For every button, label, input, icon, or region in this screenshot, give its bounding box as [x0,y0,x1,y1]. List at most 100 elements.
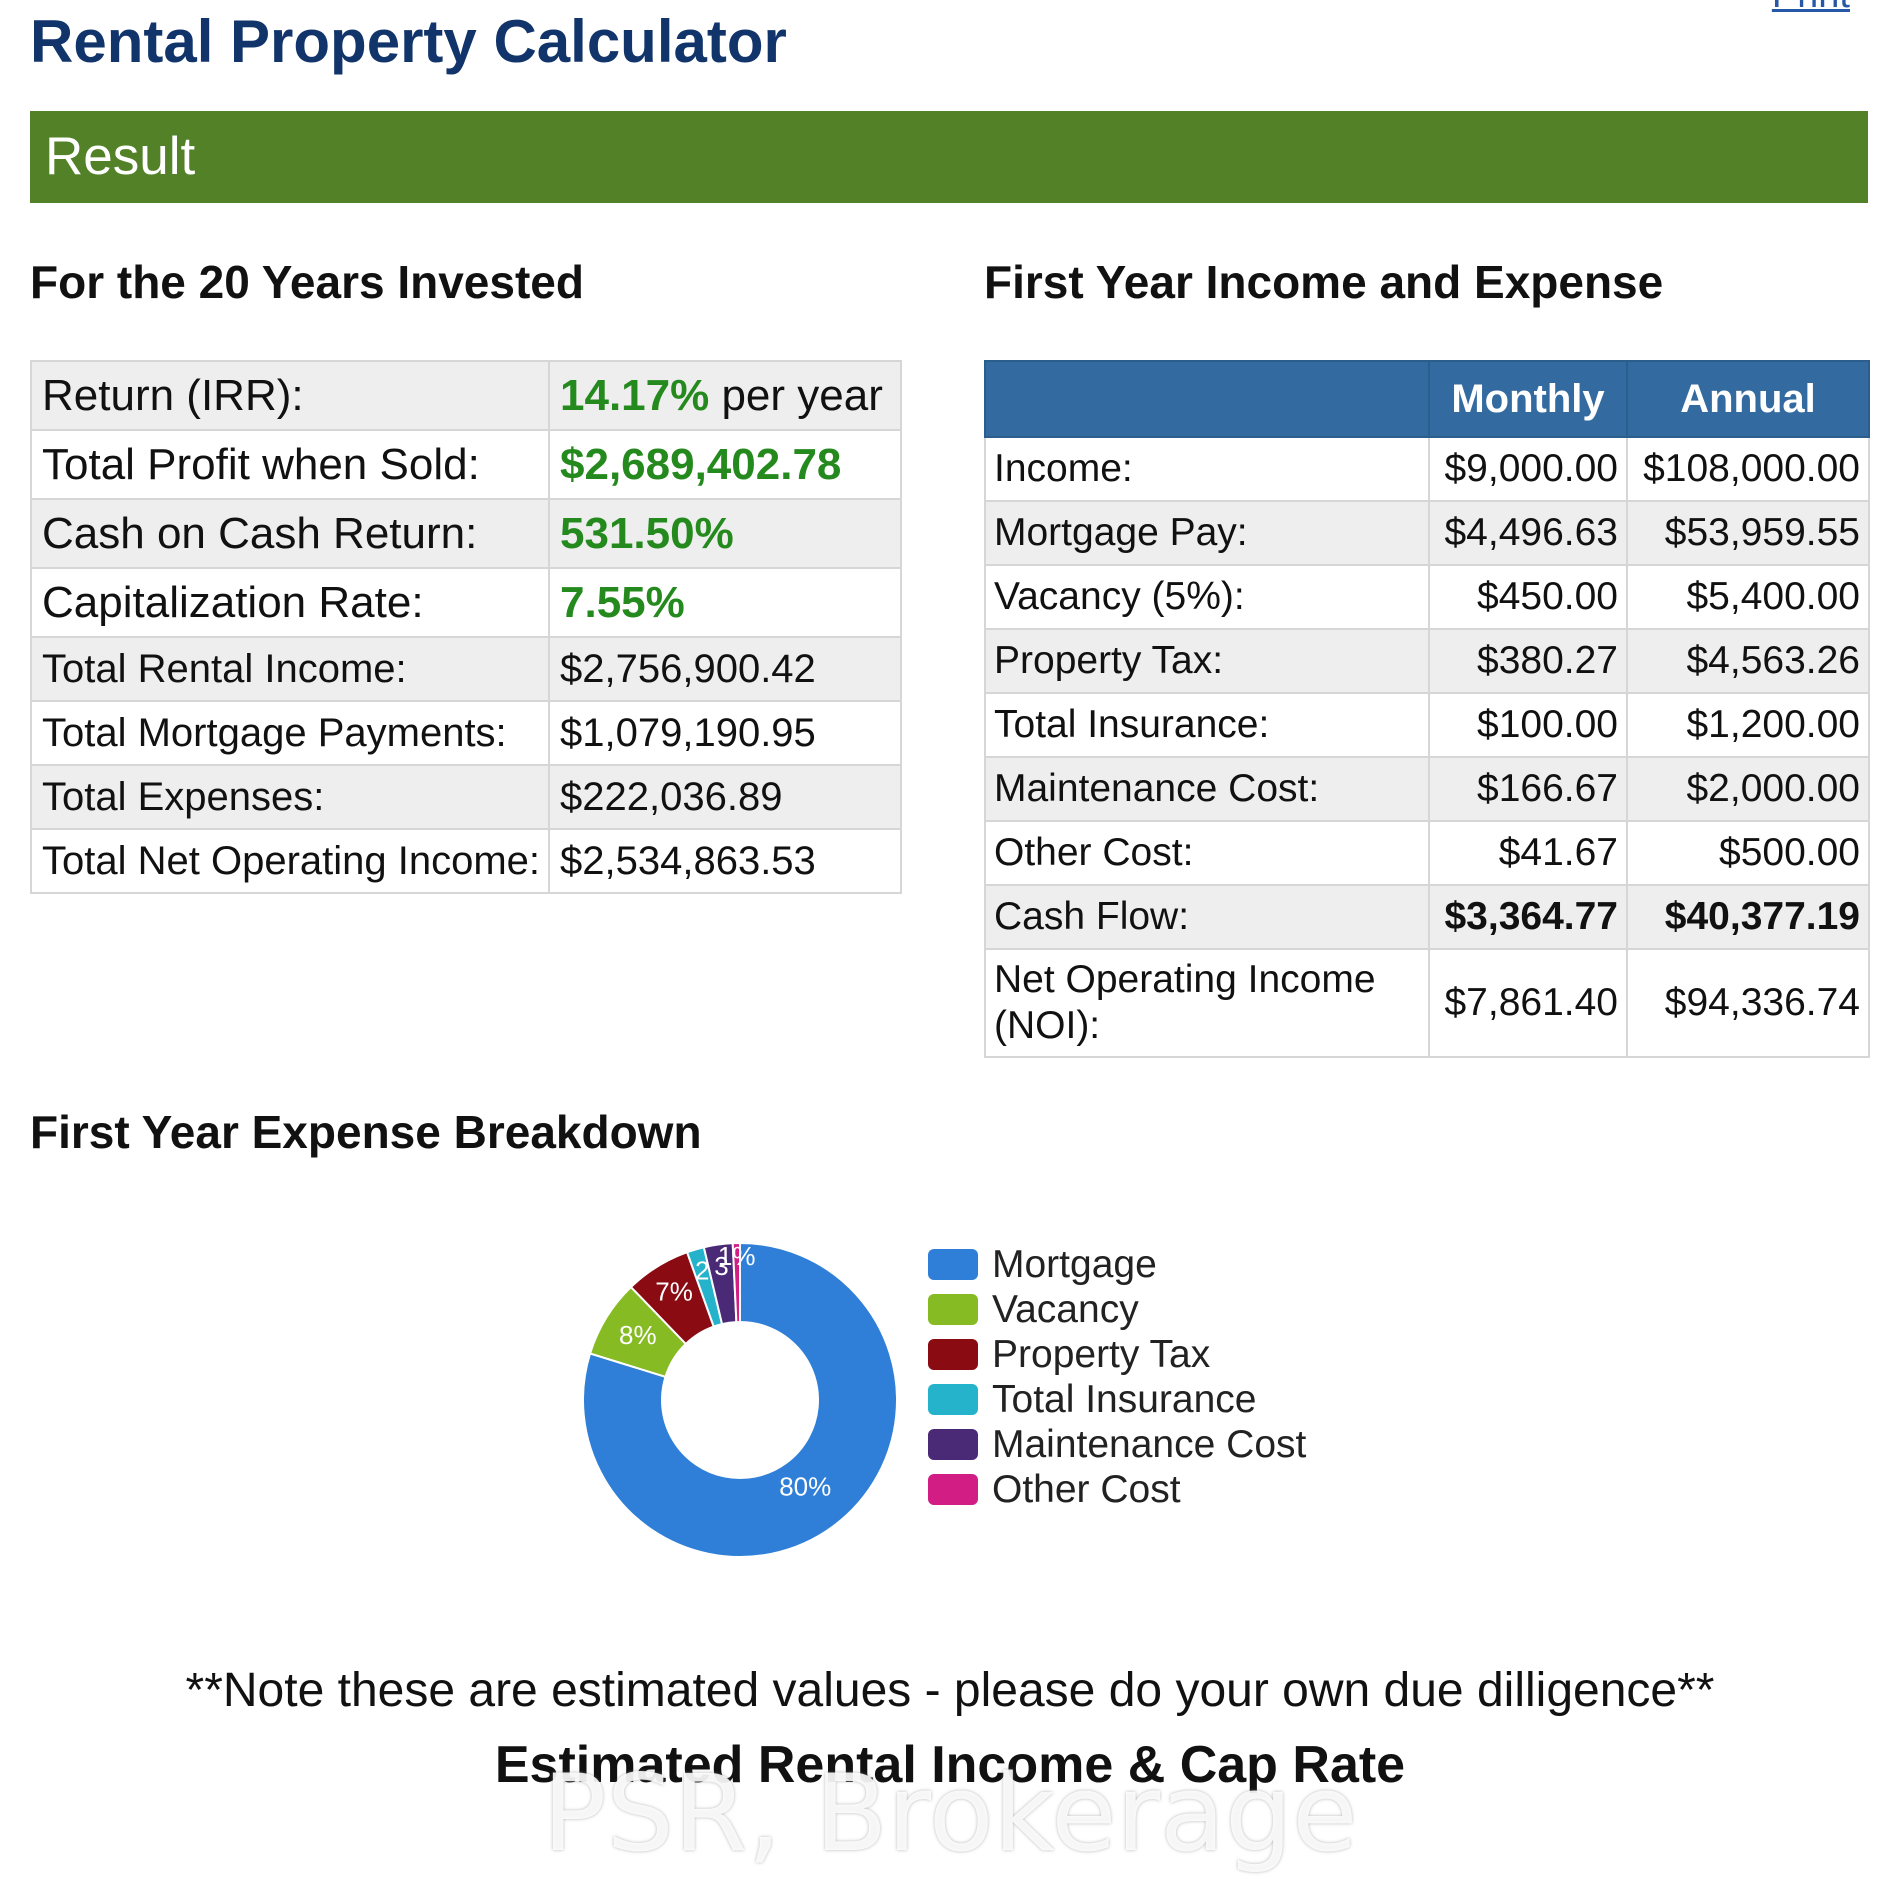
table-row: Property Tax: $380.27 $4,563.26 [984,628,1870,694]
table-row: Total Insurance: $100.00 $1,200.00 [984,692,1870,758]
legend-swatch [928,1249,978,1280]
legend-swatch [928,1429,978,1460]
summary-label: Total Profit when Sold: [30,429,550,500]
annual-value: $4,563.26 [1626,628,1870,694]
summary-label: Total Net Operating Income: [30,828,550,894]
summary-value: 14.17% per year [548,360,902,431]
monthly-value: $380.27 [1428,628,1628,694]
legend-label: Mortgage [992,1242,1157,1286]
column-header-monthly: Monthly [1428,360,1628,438]
print-link[interactable]: Print [1772,0,1850,17]
table-row: Cash Flow: $3,364.77 $40,377.19 [984,884,1870,950]
monthly-value: $41.67 [1428,820,1628,886]
legend-swatch [928,1474,978,1505]
legend-item-other-cost[interactable]: Other Cost [928,1467,1306,1512]
disclaimer-note: **Note these are estimated values - plea… [185,1664,1715,1717]
summary-label: Cash on Cash Return: [30,498,550,569]
table-row: Total Expenses: $222,036.89 [30,764,902,830]
legend-label: Maintenance Cost [992,1422,1307,1466]
result-label: Result [45,127,196,186]
table-row: Vacancy (5%): $450.00 $5,400.00 [984,564,1870,630]
legend-item-mortgage[interactable]: Mortgage [928,1242,1306,1287]
result-bar: Result [30,111,1868,203]
summary-value: $1,079,190.95 [548,700,902,766]
summary-value: $222,036.89 [548,764,902,830]
table-row: Total Rental Income: $2,756,900.42 [30,636,902,702]
monthly-value: $9,000.00 [1428,436,1628,502]
row-label: Vacancy (5%): [984,564,1430,630]
row-label: Mortgage Pay: [984,500,1430,566]
monthly-value: $3,364.77 [1428,884,1628,950]
irr-value: 14.17% [560,370,710,420]
table-row: Maintenance Cost: $166.67 $2,000.00 [984,756,1870,822]
annual-value: $40,377.19 [1626,884,1870,950]
monthly-value: $4,496.63 [1428,500,1628,566]
brokerage-watermark: PSR, Brokerage [542,1752,1358,1875]
legend-item-vacancy[interactable]: Vacancy [928,1287,1306,1332]
income-expense-heading: First Year Income and Expense [984,256,1664,308]
annual-value: $5,400.00 [1626,564,1870,630]
summary-value: $2,689,402.78 [548,429,902,500]
table-row: Other Cost: $41.67 $500.00 [984,820,1870,886]
table-row: Capitalization Rate: 7.55% [30,567,902,638]
row-label: Cash Flow: [984,884,1430,950]
row-label: Property Tax: [984,628,1430,694]
irr-suffix: per year [709,370,883,420]
legend-label: Total Insurance [992,1377,1257,1421]
table-row: Total Profit when Sold: $2,689,402.78 [30,429,902,500]
summary-table: Return (IRR): 14.17% per year Total Prof… [30,360,902,894]
legend-swatch [928,1294,978,1325]
summary-heading: For the 20 Years Invested [30,256,584,308]
legend-swatch [928,1339,978,1370]
column-header-annual: Annual [1626,360,1870,438]
table-row: Return (IRR): 14.17% per year [30,360,902,431]
summary-label: Capitalization Rate: [30,567,550,638]
table-row: Income: $9,000.00 $108,000.00 [984,436,1870,502]
chart-legend: Mortgage Vacancy Property Tax Total Insu… [928,1242,1306,1512]
annual-value: $1,200.00 [1626,692,1870,758]
summary-value: 7.55% [548,567,902,638]
summary-label: Total Mortgage Payments: [30,700,550,766]
annual-value: $108,000.00 [1626,436,1870,502]
column-header-blank [984,360,1430,438]
monthly-value: $100.00 [1428,692,1628,758]
summary-label: Return (IRR): [30,360,550,431]
table-row: Net Operating Income (NOI): $7,861.40 $9… [984,948,1870,1058]
annual-value: $2,000.00 [1626,756,1870,822]
legend-swatch [928,1384,978,1415]
monthly-value: $450.00 [1428,564,1628,630]
legend-item-property-tax[interactable]: Property Tax [928,1332,1306,1377]
donut-slice-other-cost[interactable] [731,1241,741,1324]
donut-label-property-tax: 7% [655,1277,693,1307]
breakdown-heading: First Year Expense Breakdown [30,1106,702,1158]
table-row: Mortgage Pay: $4,496.63 $53,959.55 [984,500,1870,566]
row-label: Maintenance Cost: [984,756,1430,822]
row-label: Total Insurance: [984,692,1430,758]
annual-value: $94,336.74 [1626,948,1870,1058]
legend-label: Vacancy [992,1287,1139,1331]
summary-value: $2,756,900.42 [548,636,902,702]
legend-item-total-insurance[interactable]: Total Insurance [928,1377,1306,1422]
footer-subtitle: Estimated Rental Income & Cap Rate [494,1736,1406,1794]
annual-value: $53,959.55 [1626,500,1870,566]
donut-slice-mortgage[interactable] [582,1241,898,1558]
legend-label: Other Cost [992,1467,1181,1511]
row-label: Net Operating Income (NOI): [984,948,1430,1058]
donut-label-vacancy: 8% [619,1320,657,1350]
annual-value: $500.00 [1626,820,1870,886]
page-title: Rental Property Calculator [30,8,787,75]
table-row: Total Net Operating Income: $2,534,863.5… [30,828,902,894]
summary-label: Total Expenses: [30,764,550,830]
monthly-value: $7,861.40 [1428,948,1628,1058]
expense-donut-chart: 80% 8% 7%2 31% [582,1241,898,1558]
donut-label-total-insurance: 2 [695,1255,709,1285]
legend-label: Property Tax [992,1332,1211,1376]
donut-label-other-cost: 1% [718,1241,756,1271]
row-label: Other Cost: [984,820,1430,886]
legend-item-maintenance-cost[interactable]: Maintenance Cost [928,1422,1306,1467]
row-label: Income: [984,436,1430,502]
summary-value: 531.50% [548,498,902,569]
summary-label: Total Rental Income: [30,636,550,702]
monthly-value: $166.67 [1428,756,1628,822]
table-row: Total Mortgage Payments: $1,079,190.95 [30,700,902,766]
